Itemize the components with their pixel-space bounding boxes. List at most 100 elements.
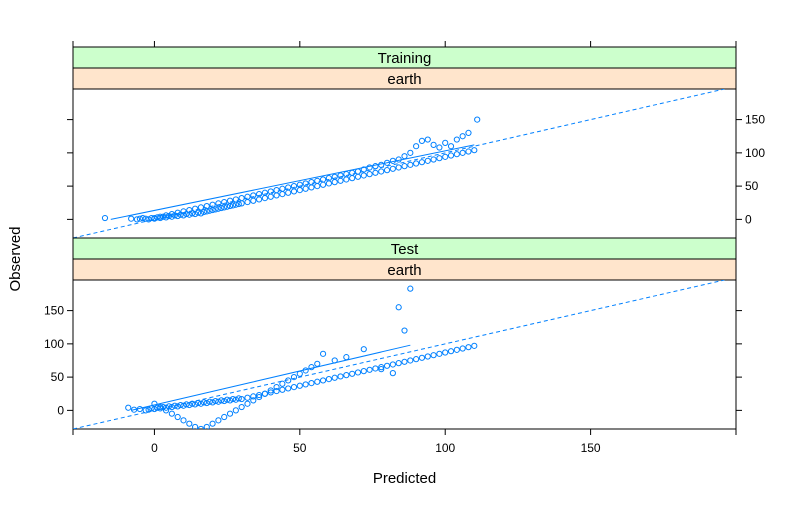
data-point <box>360 368 367 375</box>
data-point <box>459 133 466 140</box>
data-point <box>218 397 225 404</box>
data-point <box>366 366 373 373</box>
data-point <box>413 143 420 150</box>
data-point <box>235 395 242 402</box>
data-point <box>226 197 234 204</box>
data-point <box>337 373 344 380</box>
data-point <box>471 342 478 349</box>
data-point <box>285 189 292 196</box>
data-point <box>418 159 426 166</box>
data-point <box>331 179 338 186</box>
data-point <box>325 175 332 182</box>
data-point <box>221 198 228 206</box>
data-point <box>407 357 414 364</box>
data-point <box>273 387 280 395</box>
data-point <box>273 187 280 194</box>
data-point <box>319 377 327 384</box>
data-point <box>413 160 420 167</box>
data-point <box>136 215 143 222</box>
data-point <box>203 202 210 210</box>
data-point <box>407 161 414 168</box>
data-point <box>296 382 303 389</box>
data-point <box>162 404 170 411</box>
data-point <box>442 153 449 160</box>
data-point <box>436 350 443 357</box>
data-point <box>151 400 158 407</box>
data-point <box>290 188 298 195</box>
data-point <box>197 210 205 217</box>
data-point <box>401 163 408 170</box>
data-point <box>194 399 202 407</box>
data-point <box>459 149 466 156</box>
data-point <box>319 176 327 183</box>
data-point <box>186 211 193 218</box>
data-point <box>203 399 210 407</box>
data-point <box>229 395 237 403</box>
data-point <box>279 190 286 198</box>
data-point <box>148 214 155 222</box>
data-point <box>465 344 472 351</box>
strip-label: earth <box>387 71 421 88</box>
data-point <box>168 210 175 218</box>
data-point <box>224 396 231 403</box>
data-point <box>180 212 187 219</box>
data-point <box>378 161 385 168</box>
data-point <box>413 356 420 363</box>
data-point <box>447 152 455 159</box>
data-point <box>174 209 181 216</box>
data-point <box>302 185 309 192</box>
data-point <box>145 216 152 223</box>
data-point <box>261 390 269 397</box>
data-point <box>378 364 385 371</box>
data-point <box>474 116 481 123</box>
data-point <box>465 148 472 155</box>
data-point <box>319 181 327 188</box>
data-point <box>212 397 219 405</box>
y-tick-label: 150 <box>44 304 64 318</box>
fit-line <box>131 344 411 411</box>
data-point <box>180 417 187 424</box>
data-point <box>436 144 443 151</box>
data-point <box>197 400 205 407</box>
data-point <box>157 403 164 411</box>
data-point <box>314 177 321 184</box>
data-point <box>221 397 228 405</box>
data-point <box>331 173 338 180</box>
data-point <box>267 188 274 195</box>
data-point <box>232 396 239 403</box>
data-point <box>244 394 251 401</box>
data-point <box>226 397 234 404</box>
data-point <box>273 383 280 391</box>
data-point <box>383 167 391 174</box>
data-point <box>430 141 437 148</box>
data-point <box>389 157 396 164</box>
data-point <box>200 399 207 406</box>
data-point <box>465 129 472 137</box>
data-point <box>447 143 455 150</box>
data-point <box>395 164 402 171</box>
x-tick-label: 0 <box>151 441 158 455</box>
data-point <box>319 350 327 357</box>
data-point <box>453 151 460 158</box>
data-point <box>302 367 309 374</box>
data-point <box>296 181 303 188</box>
data-point <box>442 349 449 356</box>
data-point <box>206 207 213 214</box>
data-point <box>360 346 367 353</box>
data-point <box>162 212 170 219</box>
data-point <box>200 208 207 216</box>
data-point <box>459 345 466 352</box>
data-point <box>314 378 321 385</box>
data-point <box>401 153 408 160</box>
data-point <box>401 327 408 334</box>
fit-line <box>110 144 475 220</box>
y-tick-label: 0 <box>745 212 752 226</box>
data-point <box>354 168 362 175</box>
data-point <box>101 214 109 222</box>
data-point <box>215 417 222 424</box>
data-point <box>162 214 170 221</box>
data-point <box>430 156 437 163</box>
data-point <box>383 362 391 369</box>
data-point <box>447 348 455 355</box>
